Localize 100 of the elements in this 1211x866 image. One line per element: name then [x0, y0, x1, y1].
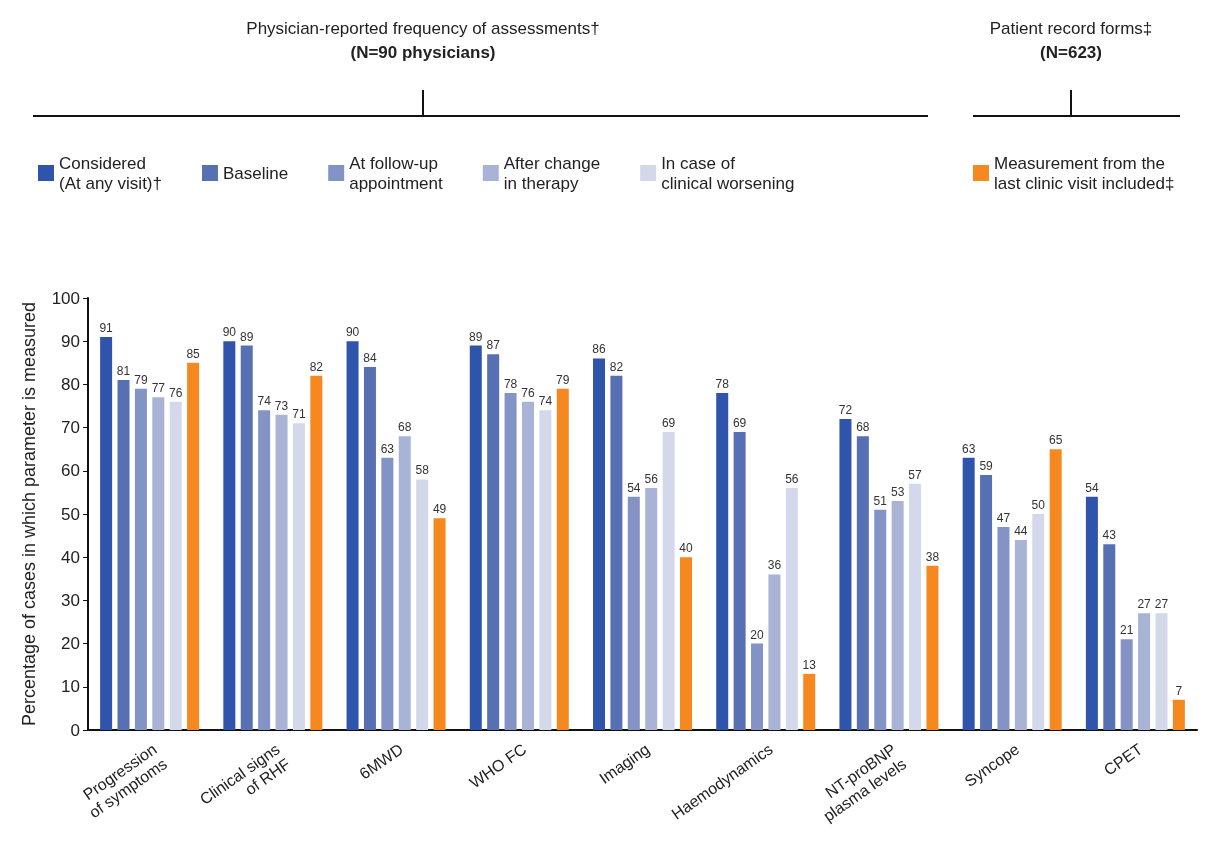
bar: [1155, 613, 1168, 730]
data-label: 54: [627, 480, 641, 495]
bar: [346, 341, 359, 730]
y-tick-label: 0: [70, 720, 80, 740]
bar: [275, 414, 288, 730]
data-label: 77: [151, 381, 166, 396]
legend-label: Baseline: [222, 163, 289, 183]
bar: [803, 673, 816, 730]
data-label: 56: [644, 472, 659, 487]
bar: [292, 423, 305, 730]
data-label: 69: [732, 415, 747, 430]
data-label: 53: [890, 485, 905, 500]
bar: [627, 496, 640, 730]
bar: [416, 479, 429, 730]
data-label: 79: [556, 372, 570, 387]
bar: [556, 388, 569, 730]
data-label: 81: [116, 364, 131, 379]
data-label: 27: [1137, 597, 1152, 612]
data-label: 58: [415, 463, 430, 478]
data-label: 69: [661, 415, 676, 430]
data-label: 71: [292, 407, 306, 422]
data-label: 27: [1154, 597, 1169, 612]
data-label: 49: [432, 502, 447, 517]
bar: [856, 436, 869, 730]
bar: [152, 397, 165, 730]
bar: [469, 345, 482, 730]
legend-label: At follow-up appointment: [349, 153, 444, 193]
y-tick-label: 50: [61, 504, 80, 524]
bar: [1032, 514, 1045, 730]
data-label: 79: [134, 372, 148, 387]
bar: [169, 401, 182, 730]
data-label: 68: [856, 420, 870, 435]
text: Physician-reported frequency of assessments†: [246, 19, 600, 38]
bar: [733, 431, 746, 730]
y-tick-label: 30: [61, 590, 80, 610]
data-label: 54: [1085, 480, 1099, 495]
text: (N=90 physicians): [350, 43, 496, 62]
data-label: 89: [240, 329, 254, 344]
data-label: 40: [679, 541, 693, 556]
y-tick-label: 10: [61, 677, 80, 697]
data-label: 90: [345, 325, 360, 340]
text: Patient record forms‡: [989, 19, 1153, 38]
data-label: 65: [1048, 433, 1063, 448]
bar: [521, 401, 534, 730]
data-label: 82: [309, 359, 324, 374]
data-label: 74: [257, 394, 272, 409]
bar: [117, 380, 130, 730]
bar: [751, 643, 764, 730]
bar: [716, 393, 729, 730]
bar: [487, 354, 500, 730]
data-label: 57: [908, 467, 923, 482]
y-tick-label: 80: [61, 374, 80, 394]
data-label: 63: [380, 441, 395, 456]
data-label: 13: [802, 657, 817, 672]
data-label: 38: [925, 549, 940, 564]
data-label: 43: [1102, 528, 1117, 543]
text: (N=623): [1040, 43, 1102, 62]
y-tick-label: 90: [61, 331, 80, 351]
data-label: 87: [486, 338, 501, 353]
bar: [1138, 613, 1151, 730]
bar: [610, 375, 623, 730]
y-tick-label: 40: [61, 547, 80, 567]
legend-label: After change in therapy: [503, 153, 601, 193]
data-label: 7: [1175, 683, 1183, 698]
bar: [768, 574, 781, 730]
bar: [874, 509, 887, 730]
bar: [1172, 699, 1185, 730]
legend-label: Measurement from the last clinic visit included‡: [994, 153, 1175, 193]
bar: [1120, 639, 1133, 730]
bar: [1103, 544, 1116, 730]
bar: [187, 362, 200, 730]
data-label: 73: [274, 398, 289, 413]
y-tick-label: 60: [61, 461, 80, 481]
bar: [680, 557, 692, 730]
bar: [926, 565, 939, 730]
bar: [980, 475, 993, 730]
bar: [1085, 496, 1098, 730]
data-label: 63: [961, 441, 976, 456]
bar: [258, 410, 271, 730]
data-label: 51: [873, 493, 888, 508]
data-label: 89: [469, 329, 483, 344]
data-label: 85: [186, 346, 201, 361]
data-label: 78: [715, 377, 730, 392]
legend-label: Considered (At any visit)†: [59, 153, 162, 193]
data-label: 82: [609, 359, 624, 374]
bar: [223, 341, 236, 730]
data-label: 36: [767, 558, 782, 573]
data-label: 91: [99, 320, 114, 335]
bar: [504, 393, 517, 730]
data-label: 47: [996, 510, 1011, 525]
bar: [134, 388, 147, 730]
data-label: 84: [363, 351, 377, 366]
bar: [997, 526, 1010, 730]
bar: [962, 457, 975, 730]
data-label: 56: [785, 472, 799, 487]
bar: [909, 483, 922, 730]
data-label: 68: [398, 420, 412, 435]
data-label: 50: [1031, 498, 1046, 512]
bar: [593, 358, 605, 730]
legend-label: In case of clinical worsening: [661, 153, 795, 193]
